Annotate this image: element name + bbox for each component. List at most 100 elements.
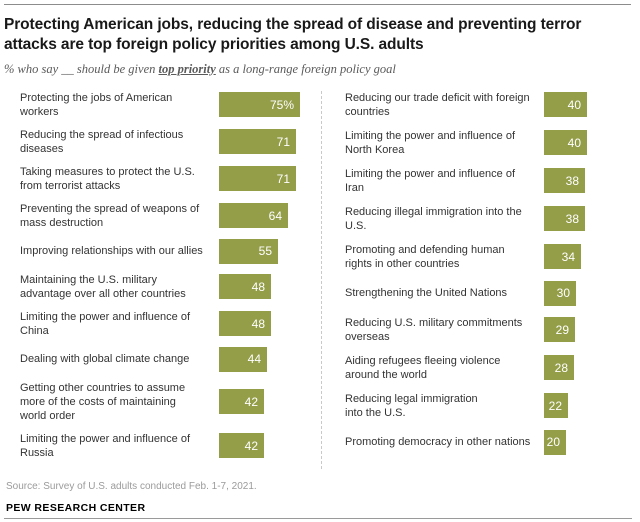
bar-value-label: 71 — [276, 134, 290, 149]
category-label: Reducing legal immigration into the U.S. — [345, 392, 478, 419]
chart-row: Reducing legal immigration into the U.S.… — [345, 392, 632, 420]
bar: 28 — [544, 355, 574, 381]
category-label: Reducing the spread of infectious diseas… — [20, 128, 184, 155]
chart-row: Reducing our trade deficit with foreign … — [345, 91, 632, 119]
bar-area: 48 — [219, 311, 321, 337]
chart-row: Limiting the power and influence of Russ… — [20, 432, 321, 460]
bar-value-label: 34 — [561, 249, 575, 264]
chart-row: Improving relationships with our allies … — [20, 238, 321, 264]
category-label: Reducing illegal immigration into the U.… — [345, 205, 522, 232]
page-title: Protecting American jobs, reducing the s… — [4, 15, 632, 55]
bar: 38 — [544, 168, 585, 194]
bar-area: 64 — [219, 203, 321, 229]
bar-area: 71 — [219, 129, 321, 155]
chart-row: Reducing illegal immigration into the U.… — [345, 205, 632, 233]
bar-value-label: 55 — [258, 244, 272, 259]
chart-row: Protecting the jobs of American workers … — [20, 91, 321, 119]
bar: 42 — [219, 433, 264, 459]
bar: 20 — [544, 429, 566, 455]
bar-area: 55 — [219, 238, 321, 264]
title-line-2: attacks are top foreign policy prioritie… — [4, 35, 424, 53]
chart-row: Promoting democracy in other nations 20 — [345, 429, 632, 455]
bar-value-label: 71 — [276, 171, 290, 186]
category-label: Limiting the power and influence of Russ… — [20, 432, 190, 459]
chart-row: Preventing the spread of weapons of mass… — [20, 202, 321, 230]
bar-value-label: 22 — [548, 398, 562, 413]
bar-area: 34 — [544, 244, 632, 270]
bar: 48 — [219, 311, 271, 337]
chart-row: Aiding refugees fleeing violence around … — [345, 354, 632, 382]
bar: 48 — [219, 274, 271, 300]
bar-value-label: 44 — [247, 352, 261, 367]
column-left: Protecting the jobs of American workers … — [20, 90, 322, 469]
title-line-1: Protecting American jobs, reducing the s… — [4, 16, 582, 33]
bar-value-label: 42 — [244, 438, 258, 453]
bar-value-label: 75% — [269, 97, 294, 112]
bar: 64 — [219, 203, 288, 229]
bar-area: 38 — [544, 168, 632, 194]
chart-row: Taking measures to protect the U.S. from… — [20, 165, 321, 193]
bar-value-label: 30 — [556, 286, 570, 301]
bar: 22 — [544, 393, 568, 419]
bar-value-label: 38 — [565, 211, 579, 226]
bar: 75% — [219, 92, 300, 118]
column-right: Reducing our trade deficit with foreign … — [322, 91, 632, 469]
chart-row: Getting other countries to assume more o… — [20, 381, 321, 423]
bar-area: 48 — [219, 274, 321, 300]
category-label: Taking measures to protect the U.S. from… — [20, 165, 195, 192]
category-label: Limiting the power and influence of Iran — [345, 167, 515, 194]
bar-area: 42 — [219, 389, 321, 415]
category-label: Improving relationships with our allies — [20, 245, 203, 258]
source-note: Source: Survey of U.S. adults conducted … — [6, 480, 257, 492]
bar-area: 40 — [544, 92, 632, 118]
bar: 40 — [544, 130, 587, 156]
bar: 38 — [544, 206, 585, 232]
bar-area: 22 — [544, 393, 632, 419]
chart-row: Limiting the power and influence of Iran… — [345, 167, 632, 195]
bar-value-label: 28 — [554, 360, 568, 375]
bar: 30 — [544, 280, 576, 306]
bar-value-label: 38 — [565, 173, 579, 188]
category-label: Dealing with global climate change — [20, 353, 190, 366]
category-label: Promoting democracy in other nations — [345, 436, 531, 449]
bar-value-label: 40 — [567, 135, 581, 150]
chart-row: Reducing U.S. military commitments overs… — [345, 316, 632, 344]
bar-area: 75% — [219, 92, 321, 118]
bar: 55 — [219, 238, 278, 264]
bar-value-label: 64 — [268, 208, 282, 223]
chart-header: Protecting American jobs, reducing the s… — [4, 15, 632, 77]
bar-value-label: 48 — [251, 279, 265, 294]
category-label: Protecting the jobs of American workers — [20, 91, 173, 118]
bar-value-label: 20 — [546, 435, 560, 450]
category-label: Reducing our trade deficit with foreign … — [345, 91, 530, 118]
bar-area: 42 — [219, 433, 321, 459]
bar-area: 29 — [544, 317, 632, 343]
category-label: Getting other countries to assume more o… — [20, 381, 186, 422]
bar-area: 71 — [219, 166, 321, 192]
bar: 40 — [544, 92, 587, 118]
category-label: Preventing the spread of weapons of mass… — [20, 202, 200, 229]
category-label: Limiting the power and influence of Nort… — [345, 129, 515, 156]
bar-value-label: 40 — [567, 97, 581, 112]
bar-area: 30 — [544, 280, 632, 306]
bar: 71 — [219, 129, 296, 155]
category-label: Reducing U.S. military commitments overs… — [345, 316, 523, 343]
category-label: Aiding refugees fleeing violence around … — [345, 354, 501, 381]
category-label: Maintaining the U.S. military advantage … — [20, 273, 186, 300]
bottom-divider — [4, 518, 632, 519]
subtitle-prefix: % who say __ should be given — [4, 61, 159, 76]
chart-row: Strengthening the United Nations 30 — [345, 280, 632, 306]
bar: 71 — [219, 166, 296, 192]
subtitle-emphasis: top priority — [158, 61, 216, 76]
chart-row: Reducing the spread of infectious diseas… — [20, 128, 321, 156]
top-divider — [4, 4, 631, 5]
bar-value-label: 29 — [555, 322, 569, 337]
subtitle-suffix: as a long-range foreign policy goal — [215, 61, 396, 76]
bar-area: 20 — [544, 429, 632, 455]
chart-row: Limiting the power and influence of Nort… — [345, 129, 632, 157]
category-label: Strengthening the United Nations — [345, 287, 508, 300]
chart-subtitle: % who say __ should be given top priorit… — [4, 62, 632, 77]
bar-value-label: 42 — [244, 394, 258, 409]
bar: 29 — [544, 317, 575, 343]
